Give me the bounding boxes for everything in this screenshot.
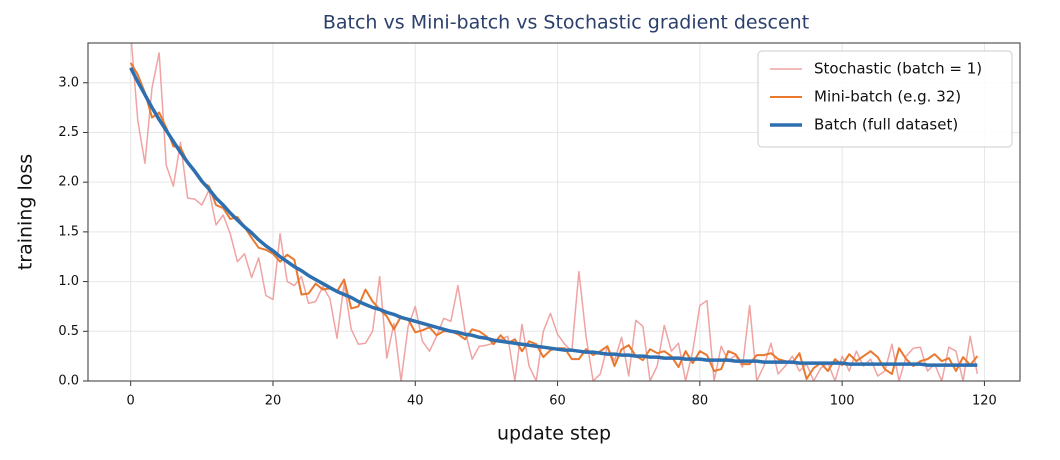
y-tick-label: 2.0 bbox=[58, 175, 79, 190]
series-line bbox=[129, 67, 978, 367]
y-tick-label: 2.5 bbox=[58, 125, 79, 140]
y-tick-label: 1.5 bbox=[58, 224, 79, 239]
y-tick-label: 0.5 bbox=[58, 324, 79, 339]
legend-box bbox=[757, 50, 1013, 148]
legend-label: Stochastic (batch = 1) bbox=[814, 60, 982, 78]
x-tick-label: 120 bbox=[972, 394, 997, 409]
plot-lines bbox=[129, 43, 979, 381]
y-tick-label: 1.0 bbox=[58, 274, 79, 289]
y-tick-label: 3.0 bbox=[58, 75, 79, 90]
y-axis-label: training loss bbox=[15, 154, 37, 270]
x-tick-label: 20 bbox=[265, 394, 282, 409]
chart-title: Batch vs Mini-batch vs Stochastic gradie… bbox=[323, 12, 809, 34]
series-line bbox=[130, 43, 979, 381]
x-tick-label: 40 bbox=[407, 394, 424, 409]
legend-label: Batch (full dataset) bbox=[814, 116, 958, 134]
x-tick-label: 80 bbox=[692, 394, 709, 409]
x-axis-label: update step bbox=[497, 423, 611, 445]
x-tick-label: 100 bbox=[830, 394, 855, 409]
x-tick-label: 0 bbox=[127, 394, 135, 409]
x-tick-label: 60 bbox=[549, 394, 566, 409]
legend-label: Mini-batch (e.g. 32) bbox=[814, 88, 961, 106]
y-tick-label: 0.0 bbox=[58, 374, 79, 389]
plot-frame bbox=[87, 42, 1021, 382]
